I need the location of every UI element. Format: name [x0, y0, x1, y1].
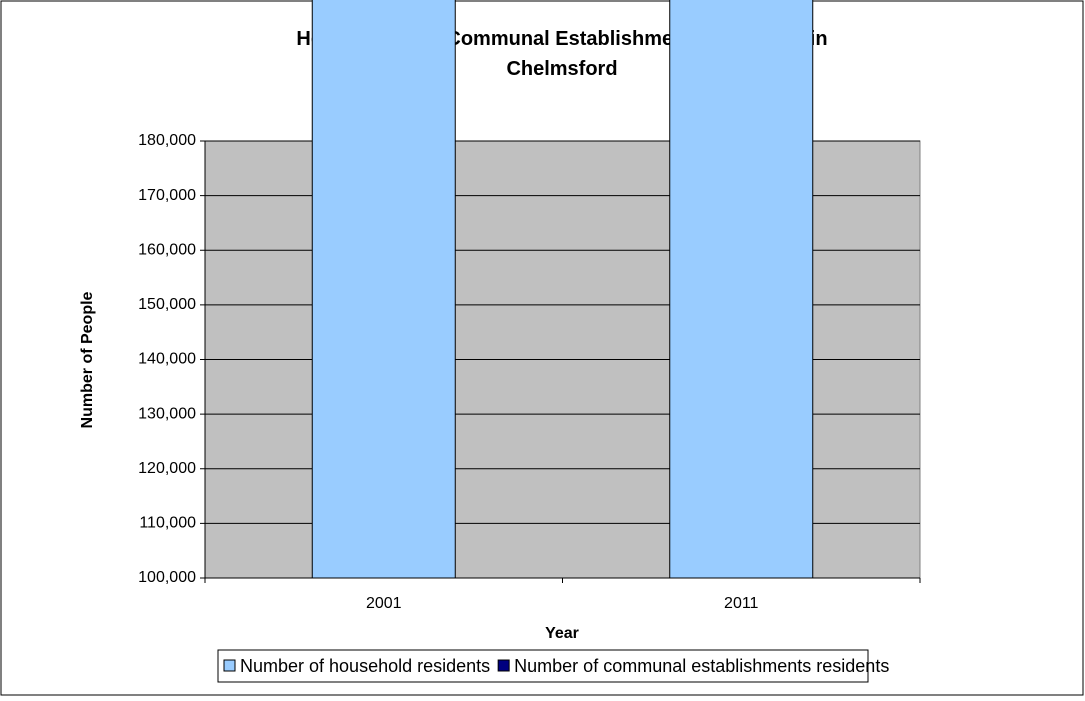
x-tick-label: 2001 — [366, 595, 402, 612]
y-tick-label: 160,000 — [138, 241, 196, 258]
legend-box — [217, 649, 869, 683]
legend-swatch — [497, 659, 510, 672]
x-tick-label: 2011 — [724, 595, 759, 612]
legend-swatch — [223, 659, 236, 672]
legend: Number of household residents Number of c… — [217, 649, 889, 683]
y-axis-label: Number of People — [79, 291, 96, 428]
y-tick-label: 150,000 — [138, 296, 196, 313]
y-tick-label: 120,000 — [138, 460, 196, 477]
y-tick-label: 110,000 — [139, 515, 196, 532]
legend-label: Number of communal establishments reside… — [514, 656, 889, 676]
y-tick-label: 100,000 — [138, 569, 196, 586]
title-line: Chelmsford — [506, 58, 617, 80]
legend-label: Number of household residents — [240, 656, 490, 676]
y-tick-label: 140,000 — [138, 351, 196, 368]
x-axis-label: Year — [545, 625, 579, 642]
y-tick-label: 180,000 — [138, 132, 196, 149]
y-tick-label: 170,000 — [138, 187, 196, 204]
bar-segment — [669, 0, 814, 579]
bar-segment — [311, 0, 456, 579]
y-tick-label: 130,000 — [138, 405, 196, 422]
